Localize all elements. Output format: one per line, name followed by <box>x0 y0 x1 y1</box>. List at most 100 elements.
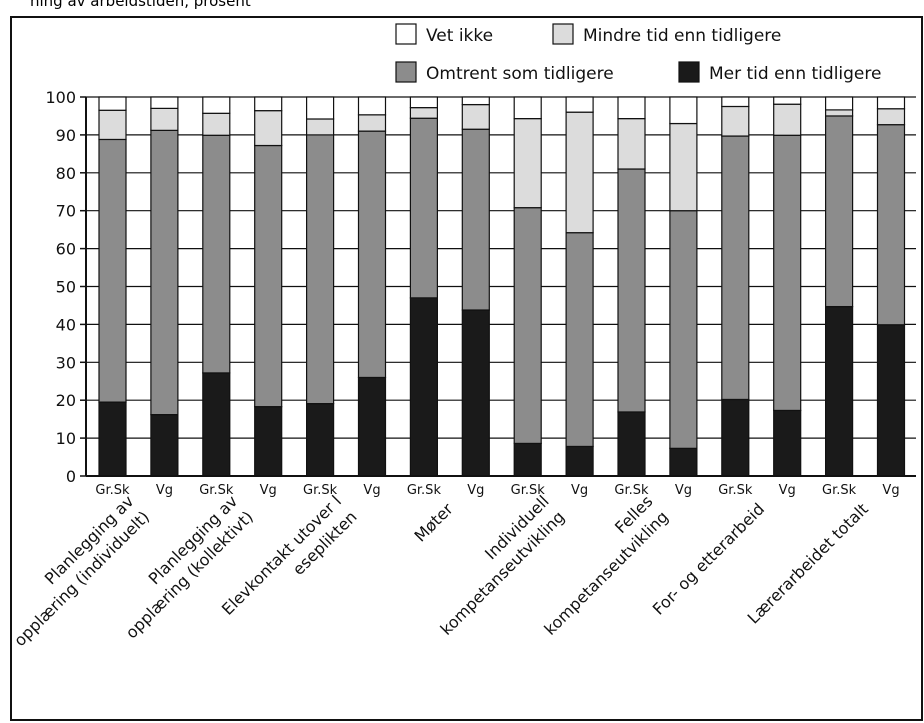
legend-swatch-4 <box>395 23 417 45</box>
bar-segment-4-10 <box>565 96 594 113</box>
bar-segment-2-10 <box>565 232 594 448</box>
y-tick-label: 60 <box>56 240 76 259</box>
bar-segment-1-11 <box>617 411 646 477</box>
bar-segment-4-11 <box>617 96 646 120</box>
group-label: Gr.Sk <box>822 483 857 498</box>
legend-label-3: Mindre tid enn tidligere <box>583 26 781 46</box>
bar-segment-3-14 <box>773 103 802 136</box>
y-tick-label: 20 <box>56 391 76 410</box>
bar-segment-3-10 <box>565 111 594 234</box>
legend-label-4: Vet ikke <box>426 26 493 46</box>
bar-segment-1-7 <box>409 297 438 477</box>
bar-segment-4-14 <box>773 96 802 105</box>
bar-segment-4-7 <box>409 96 438 109</box>
y-tick-label: 80 <box>56 164 76 183</box>
bar-segment-1-10 <box>565 445 594 477</box>
category-label-4: Møter <box>411 499 457 545</box>
bar-segment-2-2 <box>150 129 179 416</box>
bar-segment-1-16 <box>876 324 906 477</box>
bar-segment-4-1 <box>98 96 127 111</box>
bar-segment-4-3 <box>202 96 231 114</box>
chart-frame <box>10 16 923 721</box>
bar-segment-3-7 <box>409 107 438 119</box>
bar-segment-2-9 <box>513 207 542 445</box>
bar-segment-1-3 <box>202 372 231 477</box>
bar-segment-1-6 <box>357 376 387 477</box>
bar-segment-1-15 <box>824 305 854 477</box>
bar-segment-4-2 <box>150 96 179 109</box>
bar-segment-4-15 <box>824 96 854 111</box>
group-label: Vg <box>571 483 588 498</box>
group-label: Vg <box>363 483 380 498</box>
y-tick-label: 30 <box>56 353 76 372</box>
bar-segment-2-8 <box>461 128 490 311</box>
bar-segment-2-1 <box>98 138 127 403</box>
group-label: Gr.Sk <box>303 483 338 498</box>
bar-segment-4-8 <box>461 96 490 106</box>
bar-segment-3-15 <box>824 109 854 117</box>
bar-segment-2-4 <box>254 144 283 408</box>
axes <box>80 96 916 477</box>
bar-segment-1-9 <box>513 442 542 477</box>
legend-swatch-2 <box>395 61 417 83</box>
bar-segment-2-13 <box>721 135 750 401</box>
y-tick-label: 10 <box>56 429 76 448</box>
group-label: Vg <box>260 483 277 498</box>
group-label: Vg <box>675 483 692 498</box>
header-fragment: ning av arbeidstiden, prosent <box>0 0 924 16</box>
y-tick-label: 90 <box>56 126 76 145</box>
category-label-line: Lærerarbeidet totalt <box>744 499 872 627</box>
bar-segment-3-13 <box>721 105 750 137</box>
legend-swatch-1 <box>678 61 700 83</box>
group-label: Vg <box>779 483 796 498</box>
bar-segment-2-3 <box>202 134 231 374</box>
bar-segment-1-5 <box>306 403 335 477</box>
bar-segment-1-13 <box>721 398 750 477</box>
bar-segment-2-11 <box>617 168 646 413</box>
y-tick-label: 100 <box>45 88 76 107</box>
bar-segment-1-8 <box>461 309 490 477</box>
group-label: Vg <box>882 483 899 498</box>
category-label-8: Lærerarbeidet totalt <box>744 499 872 627</box>
bar-segment-4-12 <box>669 96 698 125</box>
legend-label-2: Omtrent som tidligere <box>426 64 614 84</box>
bar-marks <box>98 96 906 477</box>
bar-segment-3-8 <box>461 103 490 130</box>
category-label-line: Møter <box>411 499 457 545</box>
group-label: Vg <box>156 483 173 498</box>
y-tick-label: 50 <box>56 278 76 297</box>
y-tick-label: 40 <box>56 315 76 334</box>
header-fragment-text: ning av arbeidstiden, prosent <box>30 0 251 10</box>
bar-segment-3-16 <box>876 108 906 126</box>
bar-segment-1-12 <box>669 447 698 477</box>
bar-segment-3-6 <box>357 114 387 132</box>
bar-segment-3-5 <box>306 118 335 136</box>
bar-segment-2-6 <box>357 130 387 379</box>
bar-segment-4-13 <box>721 96 750 108</box>
bar-segment-2-7 <box>409 117 438 299</box>
group-label: Gr.Sk <box>407 483 442 498</box>
bar-segment-2-12 <box>669 210 698 449</box>
bar-segment-3-1 <box>98 109 127 141</box>
y-tick-label: 70 <box>56 202 76 221</box>
bar-segment-4-16 <box>876 96 906 110</box>
bar-segment-1-4 <box>254 406 283 477</box>
group-label: Gr.Sk <box>614 483 649 498</box>
bar-segment-4-5 <box>306 96 335 120</box>
legend: Vet ikke Mindre tid enn tidligere Omtrent … <box>395 23 881 84</box>
bar-segment-1-14 <box>773 409 802 477</box>
bar-segment-3-11 <box>617 118 646 170</box>
group-label: Gr.Sk <box>718 483 753 498</box>
bar-segment-2-16 <box>876 124 906 326</box>
group-label: Vg <box>467 483 484 498</box>
bar-segment-4-4 <box>254 96 283 112</box>
bar-segment-2-15 <box>824 115 854 308</box>
bar-segment-3-4 <box>254 110 283 147</box>
bar-segment-3-2 <box>150 107 179 131</box>
group-label: Gr.Sk <box>95 483 130 498</box>
group-label: Gr.Sk <box>511 483 546 498</box>
bar-segment-3-9 <box>513 118 542 209</box>
legend-swatch-3 <box>552 23 574 45</box>
